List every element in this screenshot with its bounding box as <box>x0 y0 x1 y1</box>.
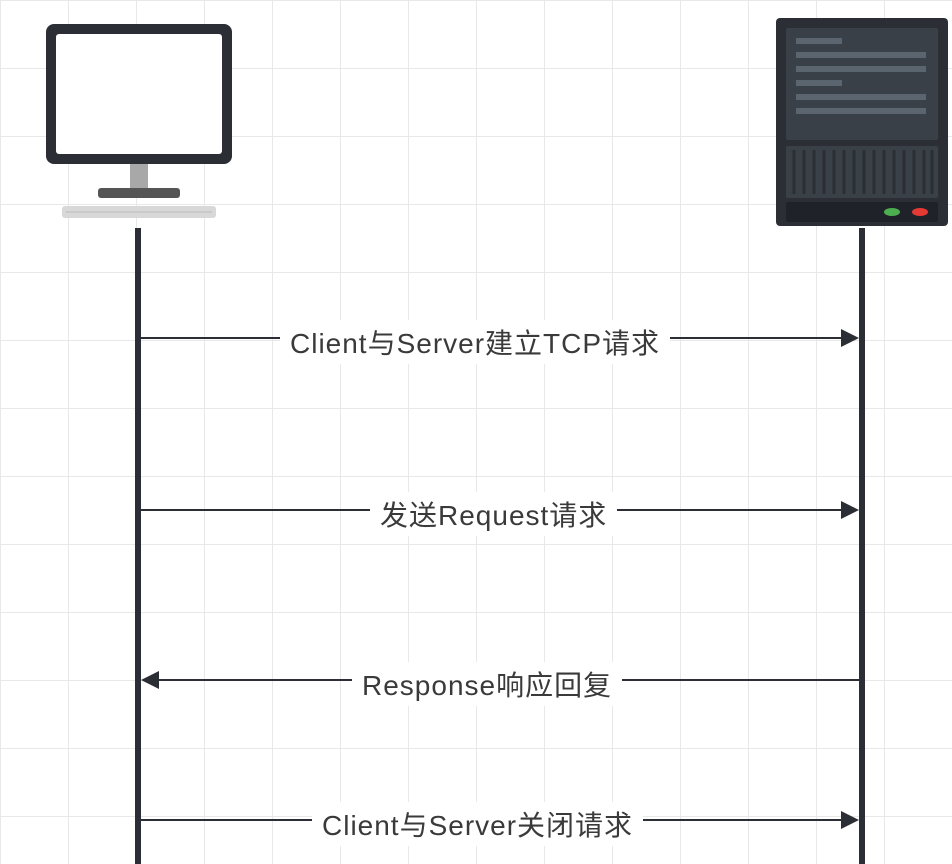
arrow-3-head <box>141 671 159 689</box>
server-actor <box>774 16 950 233</box>
arrow-2-head <box>841 501 859 519</box>
client-actor <box>40 18 238 233</box>
server-icon <box>774 16 950 228</box>
arrow-4-label: Client与Server关闭请求 <box>312 802 643 846</box>
server-lifeline <box>859 228 865 864</box>
client-lifeline <box>135 228 141 864</box>
arrow-1-label: Client与Server建立TCP请求 <box>280 320 670 364</box>
arrow-3-label: Response响应回复 <box>352 662 622 706</box>
computer-icon <box>40 18 238 228</box>
arrow-4-head <box>841 811 859 829</box>
arrow-2-label: 发送Request请求 <box>370 492 617 536</box>
arrow-1-head <box>841 329 859 347</box>
